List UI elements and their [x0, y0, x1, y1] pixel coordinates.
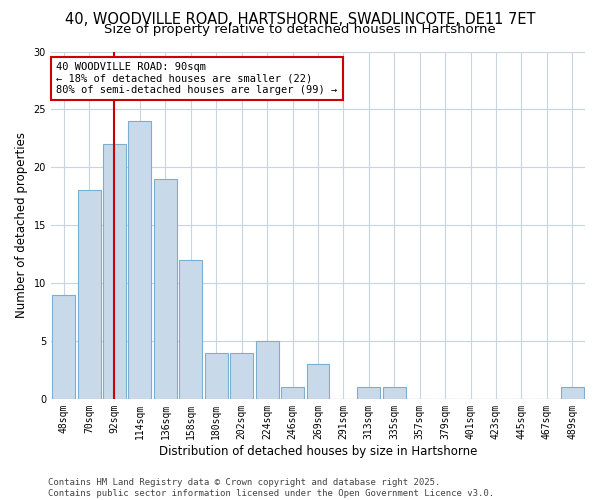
Bar — [77, 190, 101, 399]
Bar — [561, 388, 584, 399]
Bar — [205, 352, 227, 399]
Bar — [154, 179, 177, 399]
Bar — [103, 144, 126, 399]
Bar — [383, 388, 406, 399]
Bar — [358, 388, 380, 399]
X-axis label: Distribution of detached houses by size in Hartshorne: Distribution of detached houses by size … — [159, 444, 477, 458]
Bar — [281, 388, 304, 399]
Bar — [230, 352, 253, 399]
Bar — [128, 121, 151, 399]
Text: 40 WOODVILLE ROAD: 90sqm
← 18% of detached houses are smaller (22)
80% of semi-d: 40 WOODVILLE ROAD: 90sqm ← 18% of detach… — [56, 62, 338, 95]
Bar — [256, 341, 278, 399]
Bar — [307, 364, 329, 399]
Text: Contains HM Land Registry data © Crown copyright and database right 2025.
Contai: Contains HM Land Registry data © Crown c… — [48, 478, 494, 498]
Text: Size of property relative to detached houses in Hartshorne: Size of property relative to detached ho… — [104, 22, 496, 36]
Text: 40, WOODVILLE ROAD, HARTSHORNE, SWADLINCOTE, DE11 7ET: 40, WOODVILLE ROAD, HARTSHORNE, SWADLINC… — [65, 12, 535, 28]
Y-axis label: Number of detached properties: Number of detached properties — [15, 132, 28, 318]
Bar — [52, 294, 75, 399]
Bar — [179, 260, 202, 399]
